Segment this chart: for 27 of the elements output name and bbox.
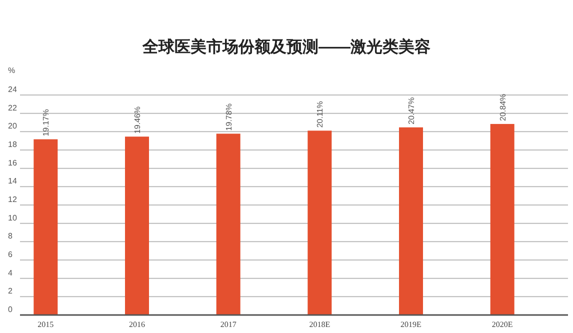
y-tick-label: 2: [8, 286, 13, 296]
y-tick-label: 22: [8, 103, 18, 112]
data-label: 19.78%: [224, 104, 234, 131]
y-tick-label: 0: [8, 305, 13, 314]
x-tick-label: 2016: [129, 320, 145, 329]
x-tick-label: 2020E: [492, 320, 513, 329]
data-label: 19.46%: [133, 106, 142, 134]
data-label: 20.84%: [498, 94, 508, 121]
y-tick-label: 12: [8, 195, 18, 204]
x-tick-label: 2018E: [309, 320, 330, 329]
y-tick-label: 10: [8, 213, 18, 222]
y-tick-label: 16: [8, 158, 18, 168]
chart-title: 全球医美市场份额及预测——激光类美容: [142, 37, 430, 56]
y-tick-label: 18: [8, 140, 18, 149]
data-label: 20.47%: [407, 97, 416, 124]
data-label: 19.17%: [42, 109, 51, 136]
y-axis-title: %: [8, 66, 16, 75]
y-tick-label: 4: [8, 268, 13, 278]
x-tick-label: 2019E: [400, 320, 422, 329]
x-tick-label: 2017: [220, 320, 236, 329]
y-tick-label: 20: [8, 122, 18, 131]
y-tick-label: 8: [8, 232, 13, 241]
y-tick-label: 6: [8, 250, 13, 259]
y-tick-label: 14: [8, 176, 18, 186]
data-label: 20.11%: [316, 101, 325, 128]
y-tick-label: 24: [8, 85, 18, 94]
x-tick-label: 2015: [38, 320, 54, 329]
